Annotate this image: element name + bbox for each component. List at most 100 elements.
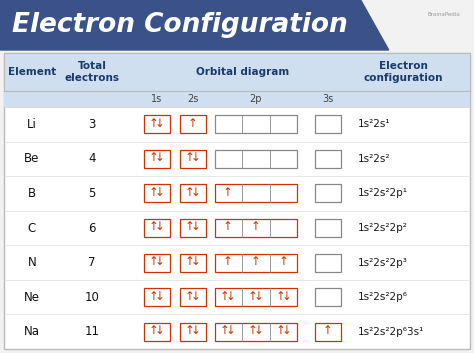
Text: ↑: ↑ [251, 255, 261, 268]
FancyBboxPatch shape [144, 219, 170, 237]
Text: C: C [28, 221, 36, 234]
FancyBboxPatch shape [315, 323, 341, 341]
Text: 7: 7 [88, 256, 96, 269]
Text: ↓: ↓ [282, 290, 292, 303]
Text: 2s: 2s [187, 94, 199, 104]
Text: ↓: ↓ [226, 290, 236, 303]
Text: ↑: ↑ [149, 186, 159, 199]
FancyBboxPatch shape [215, 115, 297, 133]
FancyBboxPatch shape [215, 150, 297, 168]
Text: ↓: ↓ [191, 324, 201, 337]
Text: ↑: ↑ [323, 324, 333, 337]
Text: ↓: ↓ [155, 151, 165, 164]
Text: Element: Element [8, 67, 56, 77]
Text: ↓: ↓ [254, 290, 264, 303]
FancyBboxPatch shape [180, 115, 206, 133]
FancyBboxPatch shape [180, 288, 206, 306]
Text: Be: Be [24, 152, 40, 165]
Text: Orbital diagram: Orbital diagram [196, 67, 289, 77]
Text: ↓: ↓ [191, 290, 201, 303]
Text: 3: 3 [88, 118, 96, 131]
Text: 1s: 1s [151, 94, 163, 104]
Text: 1s²2s²2p²: 1s²2s²2p² [358, 223, 408, 233]
Text: Total
electrons: Total electrons [64, 61, 119, 83]
FancyBboxPatch shape [144, 323, 170, 341]
Text: ↑: ↑ [220, 324, 230, 337]
Text: 1s²2s²: 1s²2s² [358, 154, 391, 164]
FancyBboxPatch shape [215, 184, 297, 202]
Text: ↑: ↑ [149, 151, 159, 164]
Polygon shape [0, 0, 389, 50]
Text: 1s²2s²2p⁶3s¹: 1s²2s²2p⁶3s¹ [358, 327, 424, 337]
Text: Li: Li [27, 118, 37, 131]
Text: B: B [28, 187, 36, 200]
Text: ↑: ↑ [185, 186, 195, 199]
Text: ↑: ↑ [185, 290, 195, 303]
Text: ↑: ↑ [223, 255, 233, 268]
FancyBboxPatch shape [4, 53, 470, 349]
Text: ↑: ↑ [185, 151, 195, 164]
FancyBboxPatch shape [180, 150, 206, 168]
Text: 1s²2s²2p³: 1s²2s²2p³ [358, 258, 408, 268]
FancyBboxPatch shape [315, 184, 341, 202]
FancyBboxPatch shape [4, 53, 470, 91]
Text: ↓: ↓ [155, 117, 165, 130]
Text: ↑: ↑ [220, 290, 230, 303]
FancyBboxPatch shape [215, 288, 297, 306]
Text: ↑: ↑ [149, 255, 159, 268]
FancyBboxPatch shape [144, 253, 170, 271]
FancyBboxPatch shape [215, 219, 297, 237]
Text: ↓: ↓ [226, 324, 236, 337]
Text: ↑: ↑ [248, 324, 258, 337]
FancyBboxPatch shape [144, 150, 170, 168]
FancyBboxPatch shape [315, 150, 341, 168]
Text: ↓: ↓ [191, 151, 201, 164]
Text: Ne: Ne [24, 291, 40, 304]
FancyBboxPatch shape [315, 253, 341, 271]
Text: ↓: ↓ [191, 186, 201, 199]
Text: ↑: ↑ [149, 117, 159, 130]
Text: ↑: ↑ [248, 290, 258, 303]
Text: ↑: ↑ [185, 255, 195, 268]
FancyBboxPatch shape [144, 115, 170, 133]
Text: ↑: ↑ [185, 324, 195, 337]
Text: ↑: ↑ [251, 221, 261, 233]
Text: ↑: ↑ [276, 290, 286, 303]
Text: ↑: ↑ [149, 324, 159, 337]
Text: 4: 4 [88, 152, 96, 165]
Text: ↑: ↑ [276, 324, 286, 337]
FancyBboxPatch shape [180, 253, 206, 271]
Text: Electron Configuration: Electron Configuration [12, 12, 348, 38]
Text: 1s²2s²2p¹: 1s²2s²2p¹ [358, 189, 408, 198]
Text: ↑: ↑ [188, 117, 198, 130]
Text: 10: 10 [84, 291, 100, 304]
Text: ↓: ↓ [191, 221, 201, 233]
FancyBboxPatch shape [180, 219, 206, 237]
Text: ↓: ↓ [254, 324, 264, 337]
Text: 5: 5 [88, 187, 96, 200]
Text: ↓: ↓ [282, 324, 292, 337]
FancyBboxPatch shape [215, 323, 297, 341]
Text: Electron
configuration: Electron configuration [363, 61, 443, 83]
Text: 2p: 2p [250, 94, 262, 104]
FancyBboxPatch shape [144, 288, 170, 306]
FancyBboxPatch shape [180, 323, 206, 341]
Text: ↑: ↑ [149, 290, 159, 303]
FancyBboxPatch shape [315, 115, 341, 133]
Text: ↓: ↓ [155, 324, 165, 337]
Text: 1s²2s¹: 1s²2s¹ [358, 119, 391, 129]
Text: ↓: ↓ [191, 255, 201, 268]
FancyBboxPatch shape [144, 184, 170, 202]
Text: 1s²2s²2p⁶: 1s²2s²2p⁶ [358, 292, 408, 302]
FancyBboxPatch shape [215, 253, 297, 271]
Text: ↓: ↓ [155, 290, 165, 303]
Text: ↓: ↓ [155, 255, 165, 268]
Text: ↑: ↑ [185, 221, 195, 233]
Text: N: N [27, 256, 36, 269]
Text: 3s: 3s [322, 94, 334, 104]
Text: 6: 6 [88, 221, 96, 234]
Text: ↑: ↑ [279, 255, 289, 268]
FancyBboxPatch shape [315, 288, 341, 306]
FancyBboxPatch shape [180, 184, 206, 202]
Text: BrainaPedia: BrainaPedia [428, 12, 460, 17]
